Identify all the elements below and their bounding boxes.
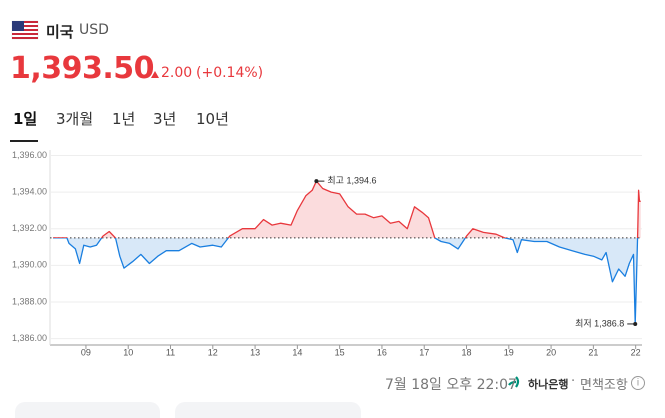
info-icon[interactable]: [631, 376, 645, 390]
x-tick-label: 14: [292, 347, 302, 357]
x-tick-label: 22: [631, 347, 641, 357]
annotation: 최저 1,386.8: [575, 318, 624, 328]
x-tick-label: 19: [504, 347, 514, 357]
y-tick-label: 1,396.00: [12, 150, 47, 160]
y-tick-label: 1,390.00: [12, 260, 47, 270]
card[interactable]: [15, 402, 160, 418]
card[interactable]: [175, 402, 361, 418]
timestamp: 7월 18일 오후 22:07: [385, 377, 517, 393]
x-tick-label: 17: [419, 347, 429, 357]
tab[interactable]: 10년: [196, 110, 229, 128]
x-tick-label: 10: [123, 347, 133, 357]
currency: USD: [79, 22, 109, 38]
disclaimer[interactable]: 면책조항: [580, 378, 628, 393]
tab[interactable]: 3개월: [56, 110, 94, 128]
flag: [11, 20, 39, 40]
price: 1,393.50: [10, 51, 155, 86]
x-tick-label: 20: [546, 347, 556, 357]
line: [53, 180, 641, 325]
area: [53, 181, 641, 324]
hana-logo: [508, 376, 520, 388]
x-tick-label: 15: [335, 347, 345, 357]
tab[interactable]: 1년: [112, 110, 136, 128]
y-tick-label: 1,386.00: [12, 333, 47, 343]
separator: ·: [571, 374, 576, 389]
change-percent: (+0.14%): [196, 65, 264, 81]
x-tick-label: 09: [81, 347, 91, 357]
x-tick-label: 21: [588, 347, 598, 357]
x-tick-label: 12: [208, 347, 218, 357]
up-arrow: [151, 71, 159, 78]
tab[interactable]: 1일: [13, 110, 38, 128]
x-tick-label: 18: [462, 347, 472, 357]
x-tick-label: 16: [377, 347, 387, 357]
y-tick-label: 1,388.00: [12, 296, 47, 306]
annotation: 최고 1,394.6: [327, 176, 376, 186]
x-tick-label: 13: [250, 347, 260, 357]
tab[interactable]: 3년: [153, 110, 177, 128]
country: 미국: [46, 23, 74, 41]
change: 2.00: [161, 65, 193, 81]
info-icon-glyph: i: [637, 378, 639, 389]
x-tick-label: 11: [166, 347, 175, 357]
bank: 하나은행: [528, 378, 569, 391]
y-tick-label: 1,392.00: [12, 223, 47, 233]
y-tick-label: 1,394.00: [12, 186, 47, 196]
